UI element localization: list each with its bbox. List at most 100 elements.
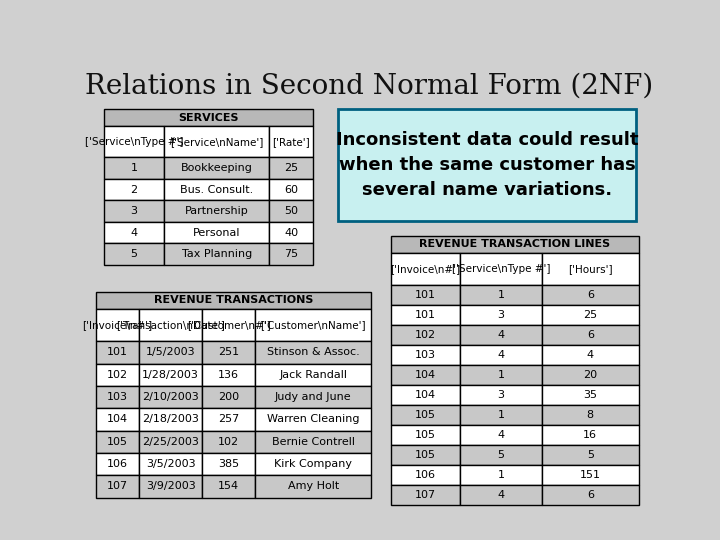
Text: 105: 105 (107, 437, 128, 447)
Bar (542, 445, 639, 465)
Bar (139, 309, 202, 341)
Text: 75: 75 (284, 249, 298, 259)
Text: 4: 4 (498, 330, 505, 340)
Bar (542, 325, 639, 345)
Text: Tax Planning: Tax Planning (181, 249, 252, 259)
Text: 4: 4 (587, 350, 594, 360)
Bar (164, 222, 269, 244)
Text: 25: 25 (284, 163, 298, 173)
Text: 107: 107 (415, 490, 436, 500)
Text: 5: 5 (130, 249, 138, 259)
Bar (96, 453, 139, 475)
Text: 105: 105 (415, 410, 436, 420)
Text: 107: 107 (107, 481, 128, 491)
Text: ['Transaction\nDate']: ['Transaction\nDate'] (116, 320, 225, 330)
Text: ['Service\nType #']: ['Service\nType #'] (452, 264, 550, 274)
Bar (391, 345, 461, 365)
Bar (461, 385, 542, 405)
Bar (269, 179, 313, 200)
Bar (104, 244, 164, 265)
Bar (391, 365, 461, 385)
Text: 6: 6 (587, 490, 594, 500)
Text: ['Hours']: ['Hours'] (568, 264, 613, 274)
Bar (202, 363, 255, 386)
Text: 3/5/2003: 3/5/2003 (145, 459, 195, 469)
Bar (391, 485, 461, 505)
Bar (461, 345, 542, 365)
Bar (391, 236, 639, 253)
Bar (461, 285, 542, 305)
Text: 1: 1 (498, 470, 505, 480)
Bar (104, 179, 164, 200)
Bar (202, 430, 255, 453)
Bar (391, 285, 461, 305)
Bar (461, 445, 542, 465)
Text: ['Service\nType #']: ['Service\nType #'] (85, 137, 184, 147)
Text: 2/10/2003: 2/10/2003 (143, 392, 199, 402)
Bar (255, 430, 372, 453)
Text: 103: 103 (415, 350, 436, 360)
Text: 2: 2 (130, 185, 138, 194)
Text: 1: 1 (498, 410, 505, 420)
Text: 105: 105 (415, 450, 436, 460)
Text: Amy Holt: Amy Holt (287, 481, 339, 491)
Bar (96, 430, 139, 453)
Text: 5: 5 (587, 450, 594, 460)
Text: 3/9/2003: 3/9/2003 (145, 481, 195, 491)
Bar (104, 126, 164, 157)
Bar (255, 363, 372, 386)
Text: REVENUE TRANSACTIONS: REVENUE TRANSACTIONS (154, 295, 313, 306)
Bar (461, 405, 542, 425)
Bar (164, 157, 269, 179)
Bar (461, 253, 542, 285)
Text: 40: 40 (284, 228, 298, 238)
Bar (542, 365, 639, 385)
Text: Warren Cleaning: Warren Cleaning (267, 414, 359, 424)
Bar (461, 365, 542, 385)
Bar (461, 465, 542, 485)
Bar (542, 385, 639, 405)
Text: ['Invoice\n#']: ['Invoice\n#'] (390, 264, 461, 274)
Bar (139, 430, 202, 453)
Bar (139, 453, 202, 475)
Bar (269, 157, 313, 179)
Bar (255, 408, 372, 430)
Bar (139, 475, 202, 497)
Text: Personal: Personal (193, 228, 240, 238)
Text: 4: 4 (498, 350, 505, 360)
Bar (104, 222, 164, 244)
Bar (391, 325, 461, 345)
Text: 60: 60 (284, 185, 298, 194)
Bar (391, 425, 461, 445)
Bar (139, 341, 202, 363)
Text: 25: 25 (583, 310, 598, 320)
Text: Stinson & Assoc.: Stinson & Assoc. (267, 347, 359, 357)
Bar (202, 341, 255, 363)
Bar (139, 408, 202, 430)
Bar (542, 485, 639, 505)
Bar (542, 285, 639, 305)
Bar (461, 325, 542, 345)
Bar (96, 386, 139, 408)
Text: 35: 35 (583, 390, 598, 400)
Text: 1/28/2003: 1/28/2003 (142, 370, 199, 380)
Text: 4: 4 (130, 228, 138, 238)
Bar (164, 179, 269, 200)
Bar (269, 126, 313, 157)
Text: 16: 16 (583, 430, 598, 440)
Bar (96, 408, 139, 430)
Bar (461, 485, 542, 505)
Bar (202, 408, 255, 430)
Bar (96, 292, 372, 309)
Text: 257: 257 (218, 414, 239, 424)
Text: 106: 106 (415, 470, 436, 480)
Text: ['Customer\n#']: ['Customer\n#'] (187, 320, 271, 330)
Bar (542, 345, 639, 365)
Text: ['Invoice\n#']: ['Invoice\n#'] (83, 320, 153, 330)
Bar (461, 425, 542, 445)
Bar (391, 465, 461, 485)
Bar (391, 405, 461, 425)
Text: Judy and June: Judy and June (275, 392, 351, 402)
Bar (139, 363, 202, 386)
Text: 154: 154 (218, 481, 239, 491)
